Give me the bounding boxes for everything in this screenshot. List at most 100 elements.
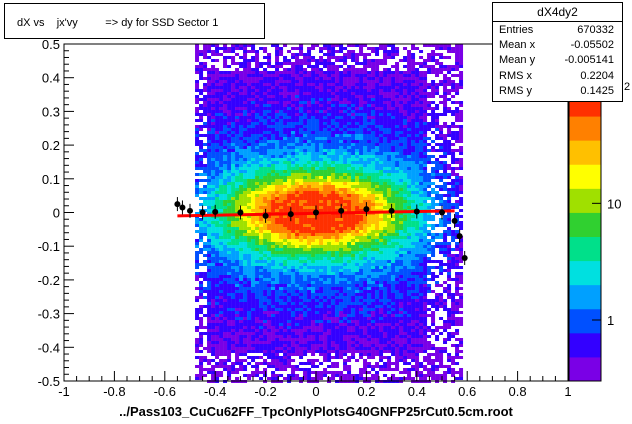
- heatmap-cell: [227, 257, 232, 260]
- heatmap-cell: [231, 188, 236, 191]
- heatmap-cell: [223, 188, 228, 191]
- heatmap-cell: [423, 287, 428, 290]
- heatmap-cell: [407, 50, 412, 53]
- heatmap-cell: [347, 176, 352, 179]
- heatmap-cell: [239, 263, 244, 266]
- heatmap-cell: [371, 182, 376, 185]
- heatmap-cell: [291, 119, 296, 122]
- heatmap-cell: [419, 248, 424, 251]
- heatmap-cell: [363, 230, 368, 233]
- heatmap-cell: [227, 65, 232, 68]
- heatmap-cell: [283, 242, 288, 245]
- heatmap-cell: [307, 104, 312, 107]
- heatmap-cell: [355, 107, 360, 110]
- heatmap-cell: [227, 230, 232, 233]
- heatmap-cell: [235, 176, 240, 179]
- heatmap-cell: [447, 89, 452, 92]
- heatmap-cell: [323, 233, 328, 236]
- heatmap-cell: [315, 278, 320, 281]
- heatmap-cell: [459, 65, 464, 68]
- heatmap-cell: [447, 221, 452, 224]
- heatmap-cell: [439, 242, 444, 245]
- heatmap-cell: [359, 179, 364, 182]
- heatmap-cell: [327, 131, 332, 134]
- heatmap-cell: [455, 92, 460, 95]
- heatmap-cell: [355, 179, 360, 182]
- heatmap-cell: [303, 107, 308, 110]
- heatmap-cell: [331, 158, 336, 161]
- heatmap-cell: [327, 197, 332, 200]
- heatmap-cell: [255, 185, 260, 188]
- heatmap-cell: [443, 182, 448, 185]
- heatmap-cell: [323, 272, 328, 275]
- heatmap-cell: [311, 59, 316, 62]
- heatmap-cell: [391, 182, 396, 185]
- heatmap-cell: [415, 113, 420, 116]
- heatmap-cell: [435, 74, 440, 77]
- heatmap-cell: [235, 107, 240, 110]
- heatmap-cell: [235, 278, 240, 281]
- heatmap-cell: [367, 131, 372, 134]
- heatmap-cell: [355, 254, 360, 257]
- heatmap-cell: [455, 110, 460, 113]
- heatmap-cell: [371, 122, 376, 125]
- heatmap-cell: [271, 179, 276, 182]
- heatmap-cell: [371, 239, 376, 242]
- heatmap-cell: [215, 260, 220, 263]
- heatmap-cell: [391, 140, 396, 143]
- heatmap-cell: [291, 158, 296, 161]
- heatmap-cell: [343, 179, 348, 182]
- heatmap-cell: [239, 95, 244, 98]
- heatmap-cell: [423, 272, 428, 275]
- heatmap-cell: [327, 248, 332, 251]
- heatmap-cell: [415, 263, 420, 266]
- heatmap-cell: [195, 185, 200, 188]
- heatmap-cell: [263, 179, 268, 182]
- heatmap-cell: [355, 269, 360, 272]
- heatmap-cell: [243, 107, 248, 110]
- heatmap-cell: [339, 236, 344, 239]
- heatmap-cell: [303, 224, 308, 227]
- heatmap-cell: [259, 233, 264, 236]
- heatmap-cell: [387, 125, 392, 128]
- heatmap-cell: [227, 170, 232, 173]
- heatmap-cell: [347, 113, 352, 116]
- heatmap-cell: [235, 248, 240, 251]
- heatmap-cell: [411, 149, 416, 152]
- heatmap-cell: [379, 200, 384, 203]
- heatmap-cell: [423, 104, 428, 107]
- heatmap-cell: [263, 122, 268, 125]
- heatmap-cell: [359, 131, 364, 134]
- heatmap-layer: [195, 44, 464, 383]
- heatmap-cell: [343, 137, 348, 140]
- heatmap-cell: [239, 89, 244, 92]
- heatmap-cell: [199, 50, 204, 53]
- heatmap-cell: [243, 254, 248, 257]
- heatmap-cell: [395, 119, 400, 122]
- heatmap-cell: [271, 140, 276, 143]
- heatmap-cell: [231, 284, 236, 287]
- heatmap-cell: [267, 215, 272, 218]
- heatmap-cell: [387, 107, 392, 110]
- heatmap-cell: [383, 284, 388, 287]
- heatmap-cell: [447, 92, 452, 95]
- heatmap-cell: [375, 245, 380, 248]
- heatmap-cell: [391, 104, 396, 107]
- heatmap-cell: [251, 257, 256, 260]
- heatmap-cell: [371, 125, 376, 128]
- heatmap-cell: [299, 278, 304, 281]
- heatmap-cell: [431, 215, 436, 218]
- heatmap-cell: [335, 56, 340, 59]
- heatmap-cell: [215, 251, 220, 254]
- heatmap-cell: [327, 95, 332, 98]
- heatmap-cell: [331, 71, 336, 74]
- heatmap-cell: [223, 242, 228, 245]
- heatmap-cell: [303, 245, 308, 248]
- heatmap-cell: [239, 272, 244, 275]
- heatmap-cell: [259, 278, 264, 281]
- heatmap-cell: [247, 113, 252, 116]
- heatmap-cell: [455, 284, 460, 287]
- heatmap-cell: [283, 95, 288, 98]
- heatmap-cell: [207, 242, 212, 245]
- heatmap-cell: [439, 248, 444, 251]
